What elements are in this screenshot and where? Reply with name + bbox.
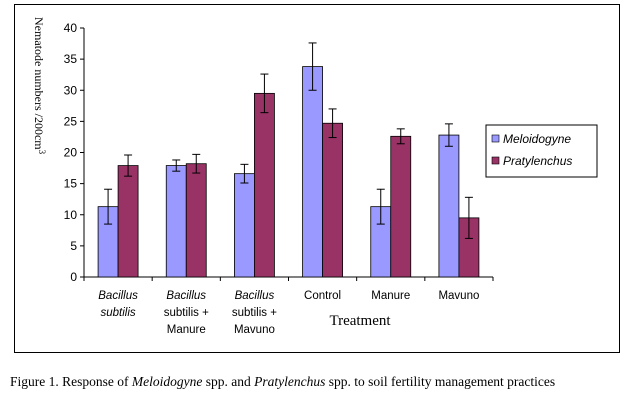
bar-pratylenchus-2 [254,92,275,278]
category-label-line: Manure [167,324,206,336]
category-label-line: Mavuno [234,324,275,336]
category-label-line: Mavuno [438,290,479,302]
caption-species-1: Meloidogyne [131,374,203,389]
category-label-line: Bacillus [98,290,138,302]
y-axis-label-superscript: 3 [37,150,47,155]
bar-pratylenchus-1 [185,163,207,278]
caption-species-2: Pratylenchus [254,374,326,389]
caption-prefix: Figure 1. Response of [10,374,132,389]
category-label-5: Mavuno [438,290,479,302]
category-label-4: Manure [371,290,410,302]
y-tick-label: 10 [64,208,78,222]
x-axis-label: Treatment [329,313,391,329]
bar-pratylenchus-3 [322,122,343,278]
category-label-0: Bacillus subtilis [98,290,138,319]
caption-suffix: spp. to soil fertility management practi… [325,374,556,389]
bar-meloidogyne-3 [302,66,323,278]
y-axis-label-text: Nematode numbers /200cm [32,17,46,150]
category-label-line: Control [304,290,341,302]
category-label-2: Bacillus subtilis + Mavuno [232,290,277,336]
category-label-1: Bacillus subtilis + Manure [164,290,209,336]
legend-box [485,124,598,178]
y-axis-label: Nematode numbers /200cm3 [32,17,47,155]
bars-group [97,66,480,278]
category-label-line: subtilis + [164,307,209,319]
chart-frame: 0 5 10 15 20 25 30 35 40 Bacillus subtilis Bacillu… [14,4,620,353]
category-label-line: subtilis [101,307,136,319]
legend-label-meloidogyne: Meloidogyne [503,132,571,146]
x-axis-categories: Bacillus subtilis Bacillus subtilis + Manure… [98,290,479,336]
bar-meloidogyne-5 [438,134,460,278]
figure-caption: Figure 1. Response of Meloidogyne spp. a… [10,374,555,390]
bar-meloidogyne-2 [234,173,255,278]
caption-middle: spp. and [202,374,255,389]
bar-pratylenchus-0 [117,165,139,278]
category-label-line: Bacillus [166,290,206,302]
y-tick-label: 25 [64,114,78,128]
category-label-line: Manure [371,290,410,302]
y-axis: 0 5 10 15 20 25 30 35 40 [64,21,494,284]
legend: Meloidogyne Pratylenchus [485,124,598,178]
bar-pratylenchus-4 [390,135,412,278]
y-tick-label: 40 [64,21,78,35]
category-label-line: Bacillus [235,290,275,302]
y-tick-label: 0 [70,270,77,284]
y-tick-label: 20 [64,146,78,160]
y-tick-label: 30 [64,83,78,97]
category-label-3: Control [304,290,341,302]
legend-label-pratylenchus: Pratylenchus [503,154,572,168]
legend-swatch-meloidogyne [491,134,500,143]
legend-swatch-pratylenchus [491,156,500,165]
y-tick-label: 5 [70,239,77,253]
category-label-line: subtilis + [232,307,277,319]
y-tick-label: 35 [64,52,78,66]
y-tick-label: 15 [64,177,78,191]
bar-meloidogyne-1 [165,165,187,278]
error-bars-group [104,42,473,239]
